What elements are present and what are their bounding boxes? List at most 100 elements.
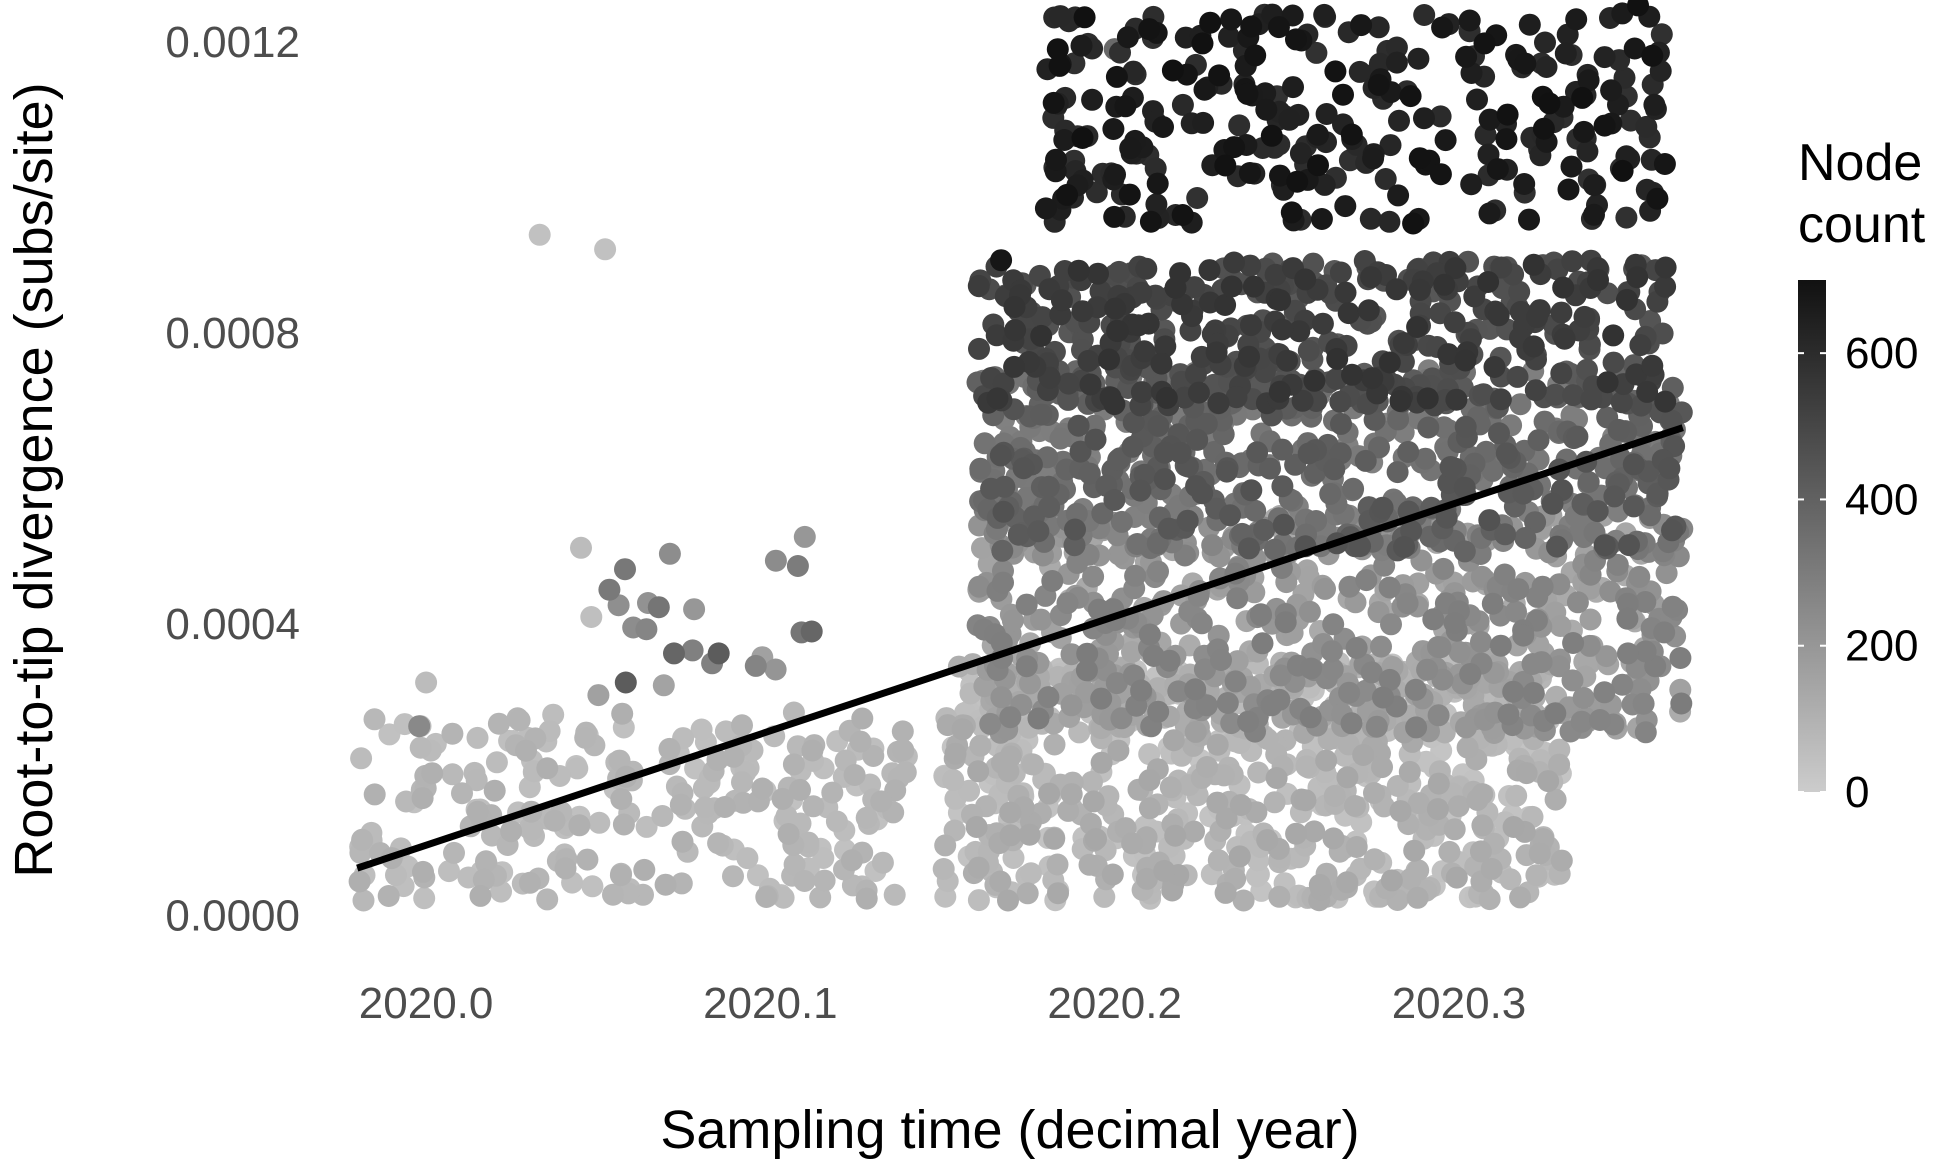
data-point: [1282, 76, 1304, 99]
data-point: [1548, 573, 1571, 596]
data-point: [1101, 863, 1124, 886]
data-point: [883, 883, 906, 906]
data-point: [1171, 204, 1194, 226]
data-point: [1223, 136, 1246, 159]
data-point: [1607, 418, 1630, 441]
data-point: [1169, 441, 1192, 464]
data-point: [1018, 823, 1041, 846]
data-point: [1105, 672, 1128, 695]
data-point: [1526, 306, 1548, 329]
data-point: [812, 847, 835, 869]
data-point: [934, 834, 957, 857]
data-point: [1334, 195, 1357, 218]
data-point: [1031, 306, 1054, 329]
data-point: [411, 787, 434, 810]
data-point: [1034, 197, 1057, 220]
data-point: [1269, 289, 1292, 312]
data-point: [1238, 345, 1260, 368]
data-point: [1145, 193, 1168, 216]
data-point: [1001, 609, 1024, 632]
data-point: [671, 830, 694, 853]
data-point: [1238, 537, 1260, 560]
data-point: [1119, 137, 1142, 160]
data-point: [1466, 88, 1488, 111]
y-tick-label: 0.0008: [165, 309, 300, 358]
data-point: [1456, 736, 1479, 759]
data-point: [485, 751, 508, 774]
data-point: [1153, 441, 1176, 464]
data-point: [1079, 373, 1102, 396]
data-point: [1240, 15, 1263, 38]
data-point: [1116, 26, 1139, 49]
data-point: [1103, 205, 1126, 228]
data-point: [1237, 710, 1260, 733]
regression-line: [356, 424, 1684, 872]
data-point: [1303, 820, 1326, 843]
data-point: [1593, 46, 1616, 69]
data-point: [1253, 518, 1276, 541]
data-point: [1220, 712, 1243, 735]
data-point: [1661, 595, 1684, 618]
y-tick-label: 0.0004: [165, 600, 300, 649]
data-point: [1455, 716, 1477, 739]
data-point: [1478, 202, 1501, 225]
data-point: [1431, 16, 1454, 39]
data-point: [1448, 641, 1471, 664]
x-axis-title: Sampling time (decimal year): [660, 1100, 1359, 1160]
data-point: [1611, 159, 1634, 182]
data-point: [1557, 178, 1580, 201]
data-point: [1049, 427, 1072, 450]
data-point: [1050, 289, 1073, 312]
data-point: [1037, 686, 1060, 709]
data-point: [1459, 663, 1482, 685]
data-point: [1635, 115, 1658, 138]
data-point: [594, 238, 617, 261]
data-point: [1403, 839, 1426, 862]
data-point: [1041, 570, 1064, 592]
data-point: [1514, 527, 1537, 549]
data-point: [1220, 275, 1243, 298]
data-point: [1643, 93, 1666, 116]
data-point: [658, 737, 681, 760]
data-point: [1162, 729, 1185, 752]
data-point: [1108, 260, 1130, 283]
data-point: [1655, 562, 1678, 585]
data-point: [1315, 749, 1338, 772]
data-point: [1525, 864, 1548, 887]
data-point: [1087, 598, 1110, 621]
data-point: [1514, 52, 1537, 75]
data-point: [1593, 114, 1616, 137]
data-point: [1311, 312, 1334, 335]
data-point: [1274, 611, 1297, 634]
data-point: [1350, 14, 1373, 37]
data-point: [1046, 38, 1069, 61]
data-point: [894, 761, 917, 784]
data-point: [992, 571, 1014, 594]
data-point: [1407, 792, 1430, 815]
data-point: [967, 889, 990, 912]
data-point: [1259, 457, 1281, 480]
data-point: [771, 787, 794, 810]
data-point: [1126, 533, 1149, 555]
data-point: [1138, 769, 1161, 792]
data-point: [1103, 393, 1126, 416]
data-point: [1367, 16, 1390, 39]
data-point: [991, 539, 1014, 562]
data-point: [1308, 873, 1331, 896]
data-point: [1618, 534, 1640, 557]
data-point: [1414, 447, 1437, 470]
y-axis-title: Root-to-tip divergence (subs/site): [4, 82, 64, 877]
data-point: [777, 823, 800, 845]
data-point: [669, 793, 692, 816]
data-point: [1439, 456, 1462, 478]
data-point: [1071, 300, 1094, 323]
data-point: [980, 477, 1003, 500]
data-point: [1470, 630, 1492, 653]
data-point: [1360, 661, 1383, 684]
data-point: [1354, 449, 1377, 472]
data-point: [968, 337, 990, 360]
data-point: [1057, 799, 1080, 822]
data-point: [707, 642, 730, 665]
data-point: [1580, 388, 1603, 411]
data-point: [1157, 517, 1180, 540]
